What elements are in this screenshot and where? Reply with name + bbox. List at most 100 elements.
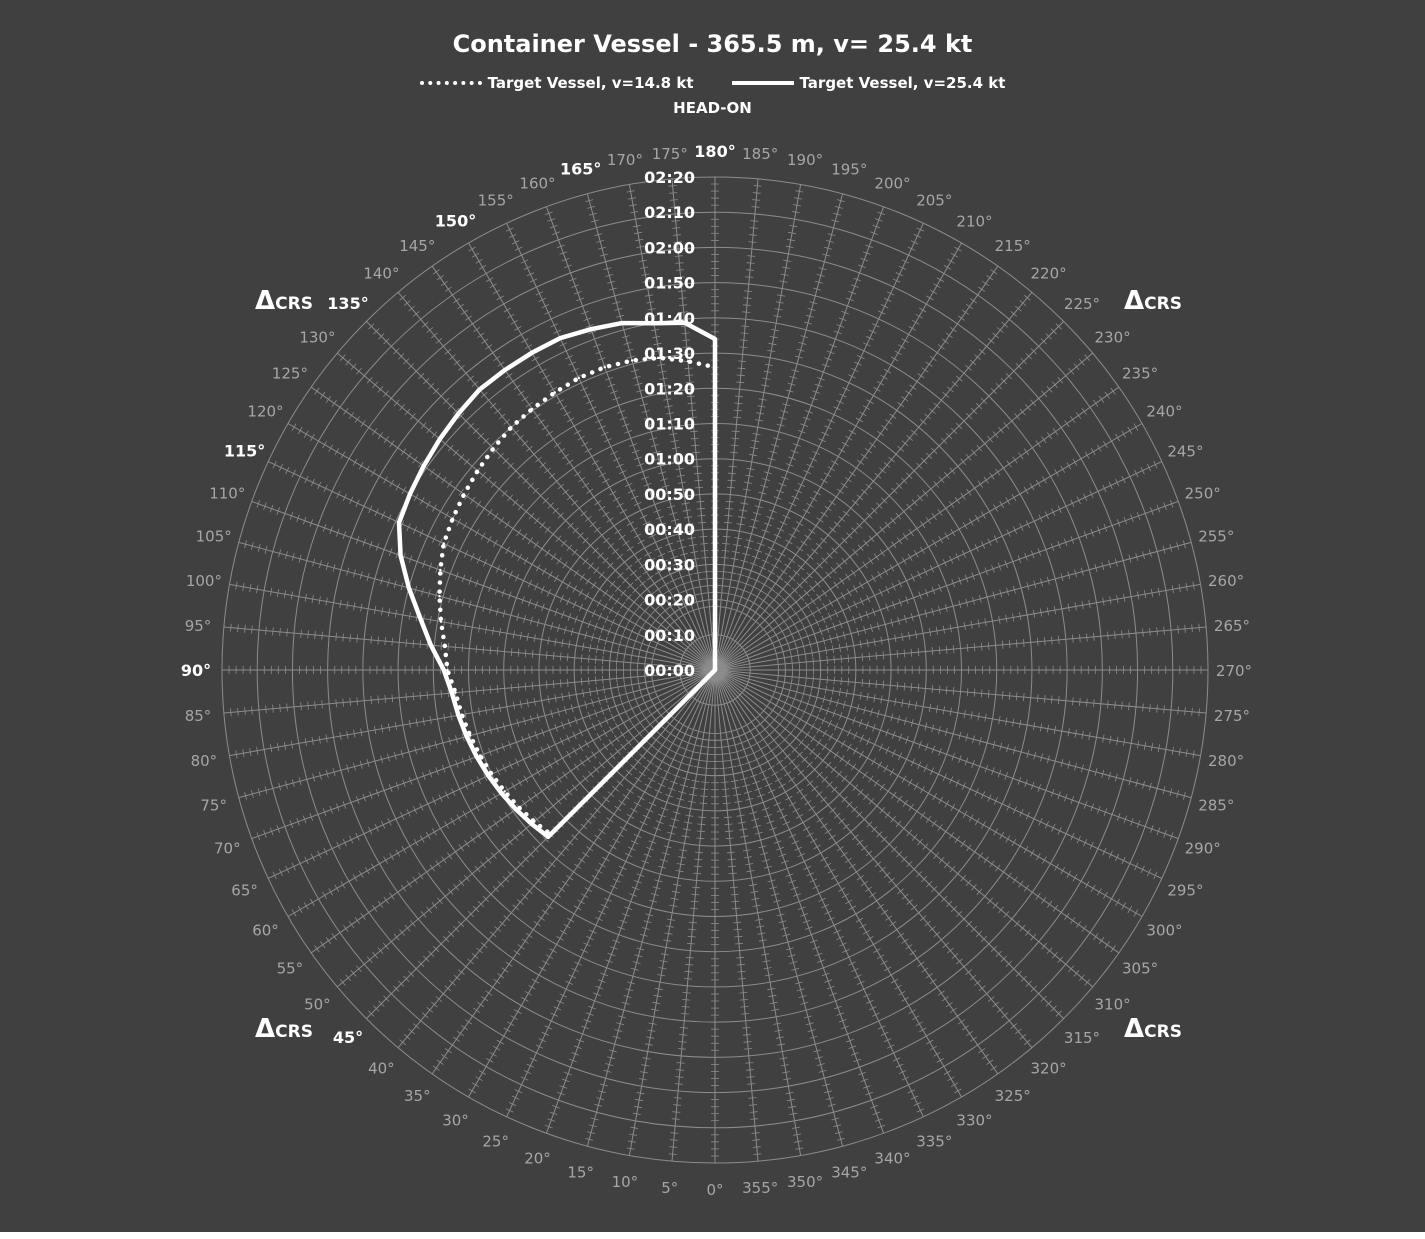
- grid-minor-tick: [833, 330, 842, 335]
- grid-minor-tick: [427, 742, 431, 751]
- grid-minor-tick: [476, 776, 481, 784]
- grid-minor-tick: [339, 732, 342, 741]
- grid-minor-tick: [641, 273, 650, 276]
- series-point: [533, 820, 536, 823]
- grid-minor-tick: [915, 1021, 923, 1027]
- grid-minor-tick: [369, 540, 373, 549]
- grid-minor-tick: [678, 597, 687, 602]
- grid-minor-tick: [856, 522, 863, 529]
- grid-minor-tick: [859, 640, 862, 649]
- grid-minor-tick: [786, 692, 790, 701]
- grid-minor-tick: [965, 598, 969, 607]
- grid-minor-tick: [648, 710, 655, 718]
- series-point: [658, 356, 662, 360]
- grid-minor-tick: [868, 652, 871, 661]
- grid-minor-tick: [545, 954, 554, 960]
- grid-minor-tick: [421, 1012, 429, 1019]
- grid-minor-tick: [999, 500, 1005, 509]
- grid-minor-tick: [923, 568, 928, 576]
- grid-minor-tick: [646, 489, 654, 494]
- grid-minor-tick: [854, 974, 862, 979]
- grid-minor-tick: [728, 872, 737, 875]
- grid-minor-tick: [743, 1041, 752, 1043]
- grid-minor-tick: [737, 595, 746, 599]
- grid-minor-tick: [787, 718, 793, 727]
- grid-minor-tick: [1081, 601, 1084, 610]
- grid-minor-tick: [1108, 481, 1113, 490]
- grid-minor-tick: [669, 904, 678, 907]
- grid-minor-tick: [812, 450, 820, 456]
- grid-minor-tick: [535, 768, 541, 776]
- grid-minor-tick: [1134, 469, 1139, 478]
- grid-minor-tick: [749, 811, 758, 815]
- grid-minor-tick: [449, 979, 456, 986]
- grid-minor-tick: [906, 899, 913, 905]
- series-point: [429, 643, 432, 647]
- grid-minor-tick: [871, 323, 880, 328]
- grid-minor-tick: [926, 295, 934, 301]
- grid-minor-tick: [827, 719, 832, 728]
- grid-minor-tick: [1058, 696, 1060, 705]
- grid-minor-tick: [573, 763, 580, 771]
- grid-minor-tick: [502, 568, 507, 576]
- grid-minor-tick: [734, 800, 743, 803]
- grid-minor-tick: [751, 440, 760, 443]
- crs-subscript: CRS: [275, 294, 313, 314]
- grid-spoke: [223, 626, 716, 671]
- grid-minor-tick: [860, 257, 869, 262]
- grid-minor-tick: [682, 828, 691, 831]
- grid-minor-tick: [961, 1025, 969, 1031]
- grid-minor-tick: [821, 972, 830, 977]
- grid-minor-tick: [889, 413, 897, 419]
- grid-minor-tick: [646, 575, 654, 581]
- grid-minor-tick: [580, 948, 588, 953]
- radial-tick-label: 02:00: [644, 238, 695, 257]
- grid-minor-tick: [508, 740, 512, 749]
- grid-minor-tick: [998, 615, 1001, 624]
- grid-minor-tick: [1012, 526, 1018, 534]
- grid-minor-tick: [938, 476, 945, 484]
- series-point: [438, 437, 441, 441]
- grid-minor-tick: [1051, 508, 1056, 517]
- radial-tick-label: 00:00: [644, 661, 695, 680]
- grid-minor-tick: [695, 759, 704, 762]
- grid-minor-tick: [797, 564, 805, 571]
- grid-minor-tick: [544, 1124, 553, 1129]
- grid-minor-tick: [1004, 560, 1008, 568]
- grid-minor-tick: [950, 905, 958, 913]
- grid-minor-tick: [925, 589, 929, 597]
- grid-minor-tick: [429, 468, 435, 476]
- grid-minor-tick: [614, 735, 620, 743]
- grid-minor-tick: [371, 904, 378, 912]
- grid-minor-tick: [925, 815, 932, 823]
- grid-minor-tick: [764, 363, 773, 366]
- grid-minor-tick: [244, 540, 247, 549]
- angle-tick-label: 220°: [1031, 264, 1067, 282]
- grid-minor-tick: [933, 1051, 941, 1057]
- radial-tick-label: 01:30: [644, 344, 695, 363]
- grid-minor-tick: [1128, 629, 1130, 638]
- grid-minor-tick: [1114, 630, 1116, 640]
- grid-minor-tick: [607, 542, 615, 549]
- grid-minor-tick: [464, 550, 469, 558]
- grid-minor-tick: [745, 269, 755, 271]
- grid-minor-tick: [398, 353, 405, 360]
- grid-minor-tick: [804, 681, 807, 690]
- grid-minor-tick: [1044, 511, 1049, 520]
- grid-minor-tick: [764, 782, 773, 787]
- grid-minor-tick: [441, 856, 447, 864]
- grid-minor-tick: [443, 713, 446, 722]
- grid-minor-tick: [1044, 637, 1046, 646]
- grid-minor-tick: [582, 642, 585, 651]
- grid-minor-tick: [270, 744, 273, 753]
- grid-minor-tick: [455, 735, 458, 744]
- legend-item-dotted: Target Vessel, v=14.8 kt: [419, 74, 694, 92]
- grid-minor-tick: [319, 771, 322, 780]
- grid-minor-tick: [541, 909, 549, 915]
- grid-minor-tick: [933, 283, 941, 289]
- grid-minor-tick: [845, 642, 848, 651]
- angle-tick-label: 0°: [706, 1181, 723, 1199]
- grid-minor-tick: [805, 632, 810, 641]
- grid-minor-tick: [639, 403, 648, 407]
- grid-minor-tick: [627, 715, 632, 723]
